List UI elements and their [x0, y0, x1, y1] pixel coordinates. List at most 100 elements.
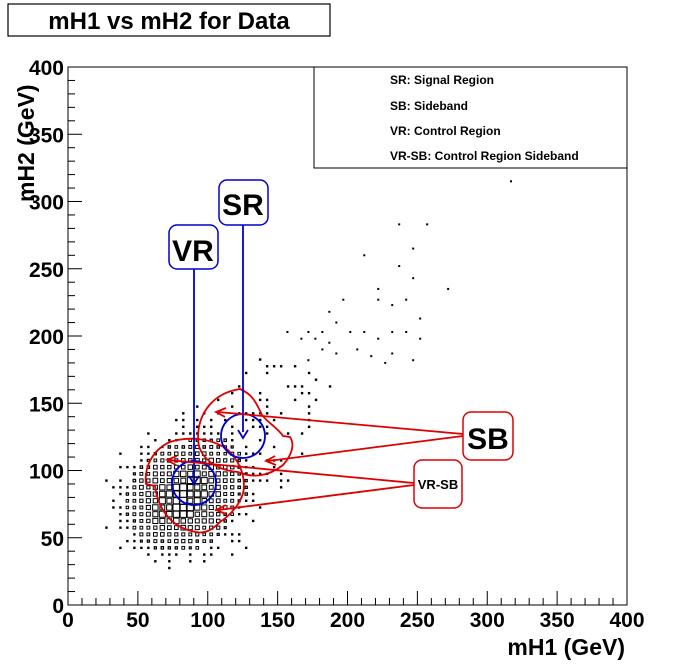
- histogram-bin: [147, 553, 150, 556]
- histogram-bin: [244, 546, 248, 550]
- histogram-bin: [215, 471, 221, 477]
- histogram-bin: [286, 330, 289, 333]
- histogram-bin: [307, 405, 311, 408]
- histogram-bin: [279, 412, 283, 415]
- histogram-bin: [258, 358, 262, 361]
- histogram-bin: [300, 432, 304, 435]
- histogram-bin: [210, 432, 213, 435]
- histogram-bin: [208, 511, 214, 517]
- histogram-bin: [119, 479, 122, 482]
- histogram-bin: [145, 491, 152, 497]
- histogram-bin: [251, 418, 255, 422]
- histogram-bin: [200, 490, 208, 498]
- histogram-bin: [222, 478, 228, 483]
- histogram-bin: [258, 452, 262, 455]
- histogram-bin: [132, 478, 137, 483]
- histogram-bin: [510, 180, 513, 183]
- histogram-bin: [230, 512, 234, 516]
- histogram-bin: [208, 484, 214, 490]
- histogram-bin: [251, 519, 255, 523]
- histogram-bin: [244, 445, 248, 449]
- histogram-bin: [186, 490, 194, 498]
- histogram-bin: [188, 451, 193, 456]
- histogram-bin: [139, 539, 143, 543]
- histogram-bin: [412, 277, 415, 280]
- histogram-bin: [265, 365, 269, 368]
- histogram-bin: [412, 359, 415, 362]
- histogram-bin: [210, 553, 213, 556]
- histogram-bin: [193, 497, 201, 505]
- histogram-bin: [175, 432, 178, 435]
- histogram-bin: [133, 465, 136, 469]
- histogram-bin: [194, 451, 200, 456]
- histogram-bin: [244, 371, 248, 375]
- histogram-bin: [230, 498, 235, 503]
- histogram-bin: [237, 513, 241, 516]
- histogram-bin: [132, 472, 136, 476]
- histogram-bin: [145, 504, 151, 511]
- histogram-bin: [168, 560, 171, 563]
- histogram-bin: [210, 418, 213, 422]
- histogram-bin: [193, 490, 201, 498]
- histogram-bin: [224, 533, 227, 536]
- histogram-bin: [258, 425, 262, 428]
- histogram-bin: [217, 398, 220, 402]
- histogram-bin: [251, 425, 255, 428]
- histogram-bin: [160, 539, 165, 543]
- histogram-bin: [167, 546, 172, 550]
- histogram-bin: [328, 385, 332, 388]
- histogram-bin: [279, 365, 283, 368]
- histogram-bin: [244, 499, 248, 502]
- histogram-bin: [140, 445, 143, 449]
- histogram-bin: [187, 484, 194, 491]
- histogram-bin: [132, 492, 137, 496]
- histogram-bin: [230, 458, 235, 463]
- histogram-bin: [153, 546, 158, 550]
- histogram-bin: [166, 525, 172, 531]
- histogram-bin: [160, 458, 165, 463]
- histogram-bin: [265, 412, 269, 415]
- histogram-bin: [159, 478, 165, 483]
- histogram-bin: [251, 412, 255, 415]
- histogram-bin: [377, 298, 380, 301]
- histogram-bin: [286, 385, 290, 388]
- histogram-bin: [251, 472, 255, 476]
- histogram-bin: [335, 352, 338, 355]
- sb-arrow-1: [217, 411, 464, 435]
- x-tick-label: 100: [190, 609, 225, 632]
- histogram-bin: [180, 518, 187, 524]
- histogram-bin: [126, 465, 129, 469]
- x-tick-label: 150: [260, 609, 295, 632]
- histogram-bin: [230, 492, 235, 496]
- histogram-bin: [384, 361, 387, 364]
- histogram-bin: [217, 432, 220, 435]
- histogram-bin: [293, 398, 297, 402]
- histogram-bin: [146, 472, 151, 476]
- histogram-bin: [139, 478, 144, 483]
- histogram-bin: [182, 432, 185, 435]
- histogram-bin: [152, 504, 159, 511]
- histogram-bin: [258, 391, 262, 395]
- histogram-bin: [180, 464, 186, 470]
- histogram-bin: [173, 477, 180, 484]
- histogram-bin: [189, 432, 192, 435]
- histogram-bin: [314, 398, 318, 402]
- histogram-bin: [258, 506, 262, 509]
- histogram-bin: [119, 546, 122, 550]
- histogram-bin: [272, 418, 276, 422]
- histogram-bin: [201, 518, 207, 524]
- histogram-bin: [215, 498, 221, 504]
- legend-entry-vr: VR: Control Region: [390, 124, 501, 138]
- histogram-bin: [286, 479, 290, 482]
- histogram-bin: [201, 484, 208, 491]
- histogram-bin: [180, 470, 187, 478]
- sr-label: SR: [222, 189, 264, 222]
- histogram-bin: [265, 479, 269, 482]
- histogram-bin: [180, 477, 187, 484]
- histogram-bin: [293, 365, 297, 368]
- histogram-bin: [172, 497, 180, 505]
- x-tick-label: 0: [62, 609, 74, 632]
- histogram-bin: [195, 546, 200, 550]
- histogram-bin: [173, 525, 179, 531]
- histogram-bin: [182, 412, 185, 415]
